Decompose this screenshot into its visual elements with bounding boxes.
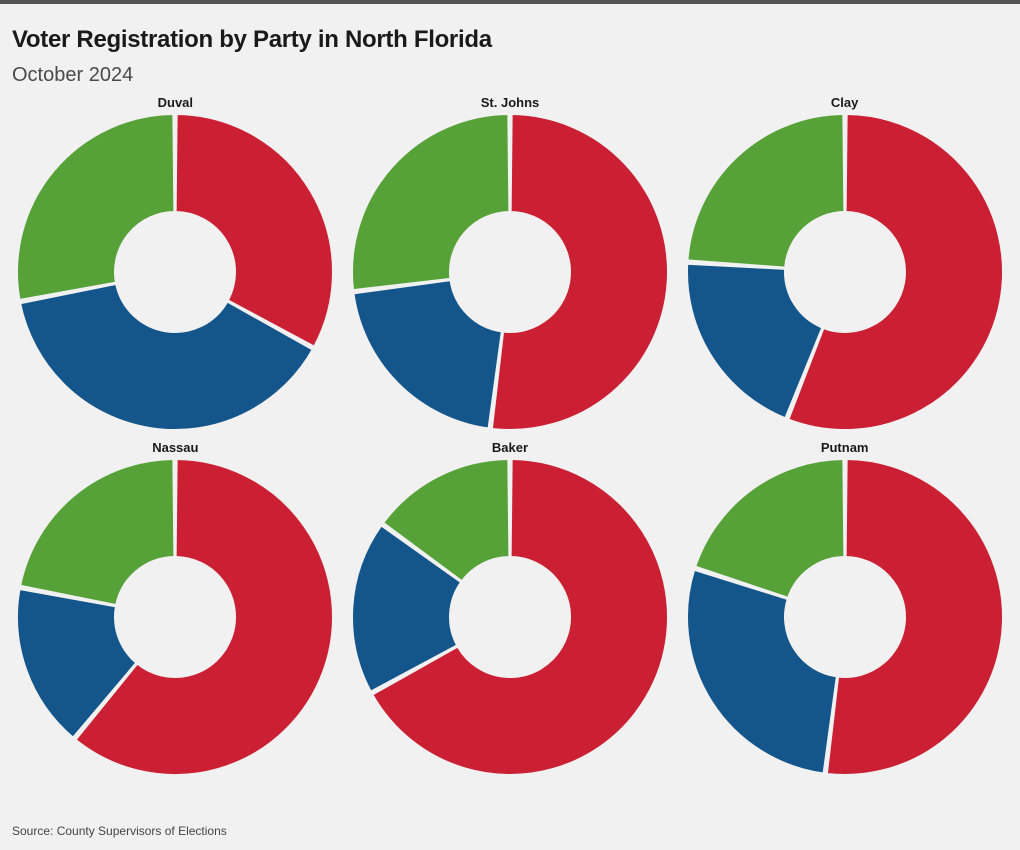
donut-chart [15,457,335,777]
donut-title: Putnam [821,440,869,455]
donut-slice-other [352,114,509,290]
page-subtitle: October 2024 [12,64,1008,87]
donut-title: Clay [831,95,858,110]
donut-slice-republican [176,114,333,347]
donut-slice-other [17,114,174,300]
source-attribution: Source: County Supervisors of Elections [12,824,227,838]
donut-title: Duval [158,95,193,110]
donut-title: Nassau [152,440,198,455]
donut-title: St. Johns [481,95,540,110]
page-title: Voter Registration by Party in North Flo… [12,26,1008,54]
donut-grid: Duval St. Johns Clay Nassau Baker Putnam [12,95,1008,777]
donut-cell: Putnam [681,440,1008,777]
donut-slice-democrat [353,280,501,428]
donut-cell: Baker [347,440,674,777]
chart-container: Voter Registration by Party in North Flo… [0,4,1020,785]
donut-cell: St. Johns [347,95,674,432]
donut-chart [350,457,670,777]
donut-slice-other [687,114,844,268]
donut-chart [685,112,1005,432]
donut-chart [350,112,670,432]
donut-cell: Clay [681,95,1008,432]
donut-slice-democrat [687,570,837,774]
donut-chart [685,457,1005,777]
donut-slice-republican [826,459,1002,775]
donut-chart [15,112,335,432]
donut-title: Baker [492,440,528,455]
donut-slice-republican [492,114,668,430]
donut-cell: Nassau [12,440,339,777]
donut-cell: Duval [12,95,339,432]
donut-slice-other [20,459,174,605]
